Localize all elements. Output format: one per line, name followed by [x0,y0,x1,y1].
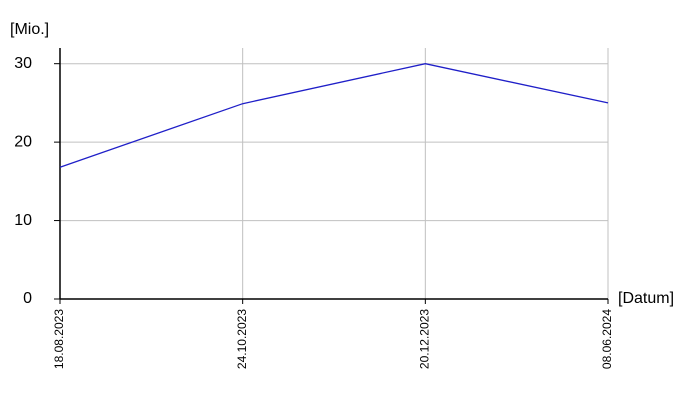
y-tick-label: 0 [23,290,32,307]
y-tick-label: 20 [14,133,32,150]
x-tick-label: 18.08.2023 [52,309,66,369]
y-axis-label: [Mio.] [10,21,49,38]
x-tick-label: 08.06.2024 [600,309,614,369]
y-tick-label: 30 [14,55,32,72]
y-tick-label: 10 [14,212,32,229]
x-tick-label: 20.12.2023 [418,309,432,369]
x-axis-label: [Datum] [618,290,674,307]
x-tick-label: 24.10.2023 [235,309,249,369]
line-series [59,63,609,168]
